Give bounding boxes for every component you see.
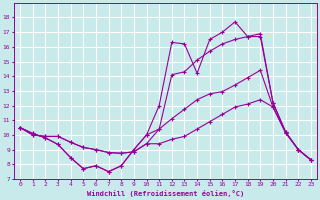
X-axis label: Windchill (Refroidissement éolien,°C): Windchill (Refroidissement éolien,°C)	[87, 190, 244, 197]
